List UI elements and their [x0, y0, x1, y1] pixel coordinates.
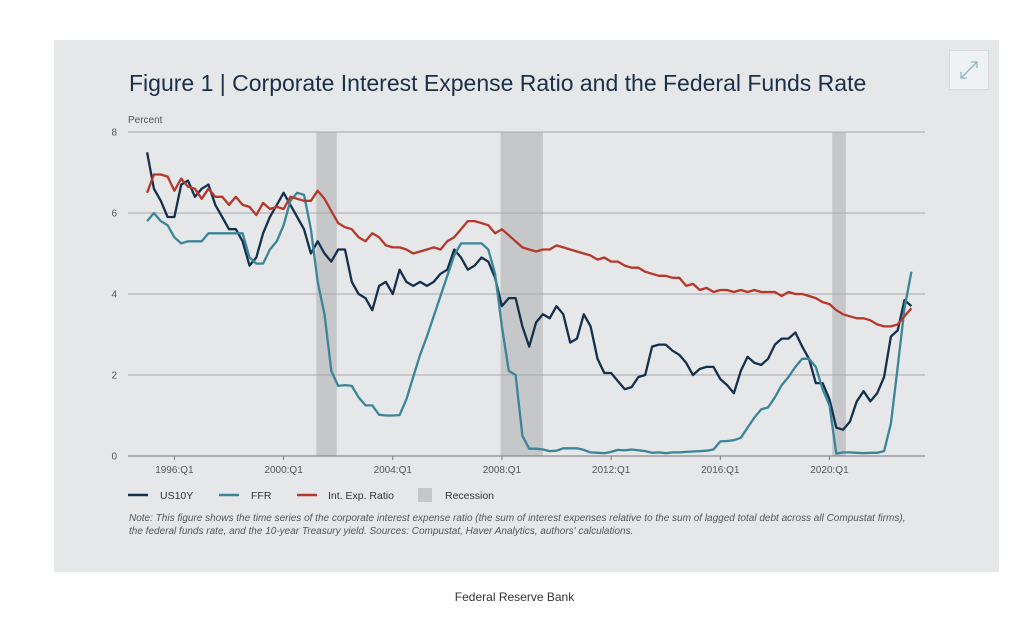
y-tick-label: 8	[111, 128, 117, 139]
y-tick-label: 4	[111, 290, 117, 301]
x-tick-label: 2012:Q1	[592, 465, 631, 476]
x-tick-label: 2008:Q1	[483, 465, 522, 476]
y-axis-label: Percent	[128, 115, 163, 126]
series-line-us10y	[145, 152, 913, 431]
legend-label-recession: Recession	[445, 490, 494, 502]
y-tick-label: 0	[111, 452, 117, 463]
x-tick-label: 2020:Q1	[810, 465, 849, 476]
y-tick-label: 6	[111, 209, 117, 220]
expand-icon	[960, 61, 978, 79]
figure-title: Figure 1 | Corporate Interest Expense Ra…	[129, 70, 867, 96]
legend-swatch-recession	[418, 488, 432, 502]
figure-note: Note: This figure shows the time series …	[129, 513, 906, 537]
expand-button[interactable]	[949, 50, 989, 90]
x-tick-label: 2004:Q1	[374, 465, 413, 476]
series-line-int-exp-ratio	[146, 173, 913, 328]
footer-caption: Federal Reserve Bank	[454, 590, 575, 604]
x-tick-label: 1996:Q1	[155, 465, 194, 476]
x-tick-label: 2000:Q1	[264, 465, 303, 476]
x-tick-label: 2016:Q1	[701, 465, 740, 476]
legend-label-us10y: US10Y	[160, 490, 193, 502]
series-line-ffr	[146, 191, 913, 455]
x-tick-labels: 1996:Q1 2000:Q1 2004:Q1 2008:Q1 2012:Q1 2016:…	[155, 456, 849, 476]
y-tick-labels: 0 2 4 6 8	[111, 128, 117, 463]
legend-label-int-exp-ratio: Int. Exp. Ratio	[328, 490, 394, 502]
y-tick-label: 2	[111, 371, 117, 382]
legend-label-ffr: FFR	[251, 490, 272, 502]
series-lines	[145, 152, 913, 455]
legend: US10Y FFR Int. Exp. Ratio Recession	[128, 488, 494, 502]
